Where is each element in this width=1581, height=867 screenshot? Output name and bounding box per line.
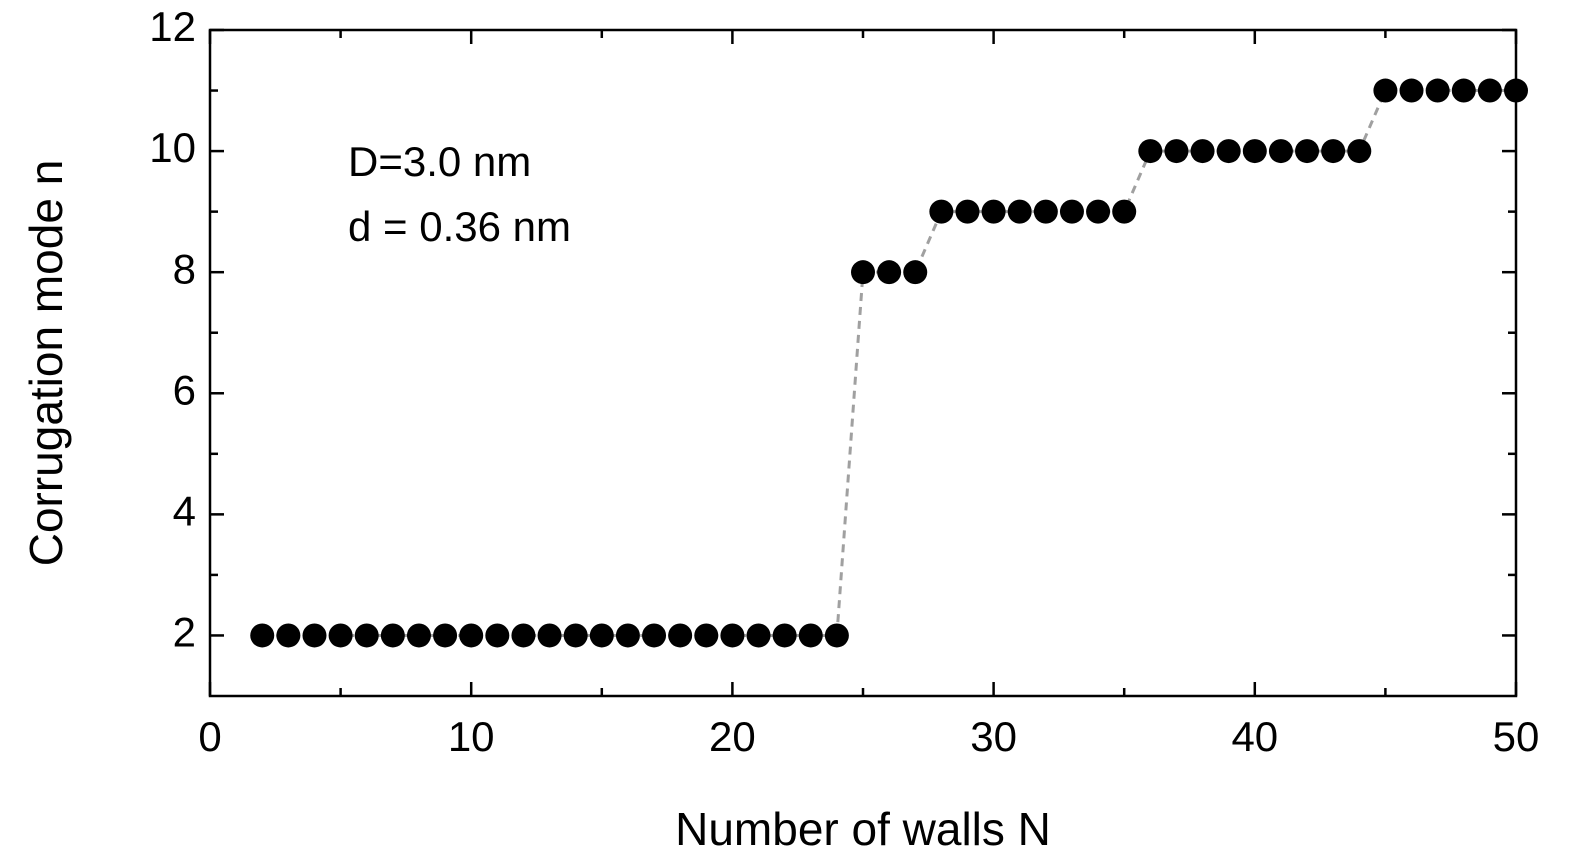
data-point bbox=[380, 623, 405, 648]
y-tick-label: 8 bbox=[173, 245, 196, 292]
x-tick-label: 20 bbox=[709, 713, 756, 760]
data-point bbox=[511, 623, 536, 648]
data-point bbox=[851, 260, 875, 285]
y-tick-label: 10 bbox=[149, 124, 196, 171]
y-tick-label: 2 bbox=[173, 609, 196, 656]
data-point bbox=[1059, 199, 1084, 224]
data-point bbox=[276, 623, 301, 648]
data-point bbox=[1138, 139, 1163, 164]
data-point bbox=[250, 623, 275, 648]
annotation: D=3.0 nm bbox=[348, 138, 531, 185]
y-tick-label: 4 bbox=[173, 487, 196, 534]
data-point bbox=[1216, 139, 1241, 164]
data-point bbox=[1112, 199, 1137, 224]
y-tick-label: 12 bbox=[149, 3, 196, 50]
data-point bbox=[824, 623, 849, 648]
data-point bbox=[668, 623, 693, 648]
data-point bbox=[1399, 78, 1424, 103]
data-point bbox=[302, 623, 327, 648]
data-point bbox=[642, 623, 667, 648]
data-point bbox=[746, 623, 771, 648]
data-point bbox=[929, 199, 954, 224]
data-point bbox=[589, 623, 614, 648]
y-tick-label: 6 bbox=[173, 366, 196, 413]
data-point bbox=[1007, 199, 1032, 224]
data-point bbox=[1347, 139, 1372, 164]
data-point bbox=[1190, 139, 1215, 164]
data-point bbox=[1268, 139, 1293, 164]
annotation: d = 0.36 nm bbox=[348, 203, 571, 250]
data-point bbox=[433, 623, 458, 648]
data-point bbox=[694, 623, 719, 648]
data-point bbox=[537, 623, 562, 648]
data-point bbox=[1504, 78, 1528, 103]
data-point bbox=[798, 623, 823, 648]
data-point bbox=[1373, 78, 1398, 103]
data-point bbox=[720, 623, 745, 648]
data-point bbox=[1164, 139, 1189, 164]
data-point bbox=[1477, 78, 1502, 103]
data-point bbox=[485, 623, 510, 648]
data-point bbox=[459, 623, 484, 648]
data-point bbox=[877, 260, 902, 285]
data-point bbox=[772, 623, 797, 648]
x-axis-label: Number of walls N bbox=[675, 803, 1051, 855]
data-point bbox=[354, 623, 379, 648]
data-point bbox=[1033, 199, 1058, 224]
data-point bbox=[615, 623, 640, 648]
data-point bbox=[563, 623, 588, 648]
data-point bbox=[1425, 78, 1450, 103]
data-point bbox=[1451, 78, 1476, 103]
x-tick-label: 0 bbox=[198, 713, 221, 760]
data-point bbox=[955, 199, 980, 224]
x-tick-label: 40 bbox=[1231, 713, 1278, 760]
data-point bbox=[981, 199, 1006, 224]
data-point bbox=[1321, 139, 1346, 164]
data-point bbox=[903, 260, 928, 285]
plot-frame bbox=[208, 28, 1518, 698]
data-point bbox=[1242, 139, 1267, 164]
data-point bbox=[1086, 199, 1111, 224]
x-tick-label: 30 bbox=[970, 713, 1017, 760]
data-point bbox=[328, 623, 353, 648]
y-axis-label: Corrugation mode n bbox=[20, 160, 72, 567]
x-tick-label: 10 bbox=[448, 713, 495, 760]
data-point bbox=[406, 623, 431, 648]
x-tick-label: 50 bbox=[1493, 713, 1540, 760]
data-point bbox=[1295, 139, 1320, 164]
